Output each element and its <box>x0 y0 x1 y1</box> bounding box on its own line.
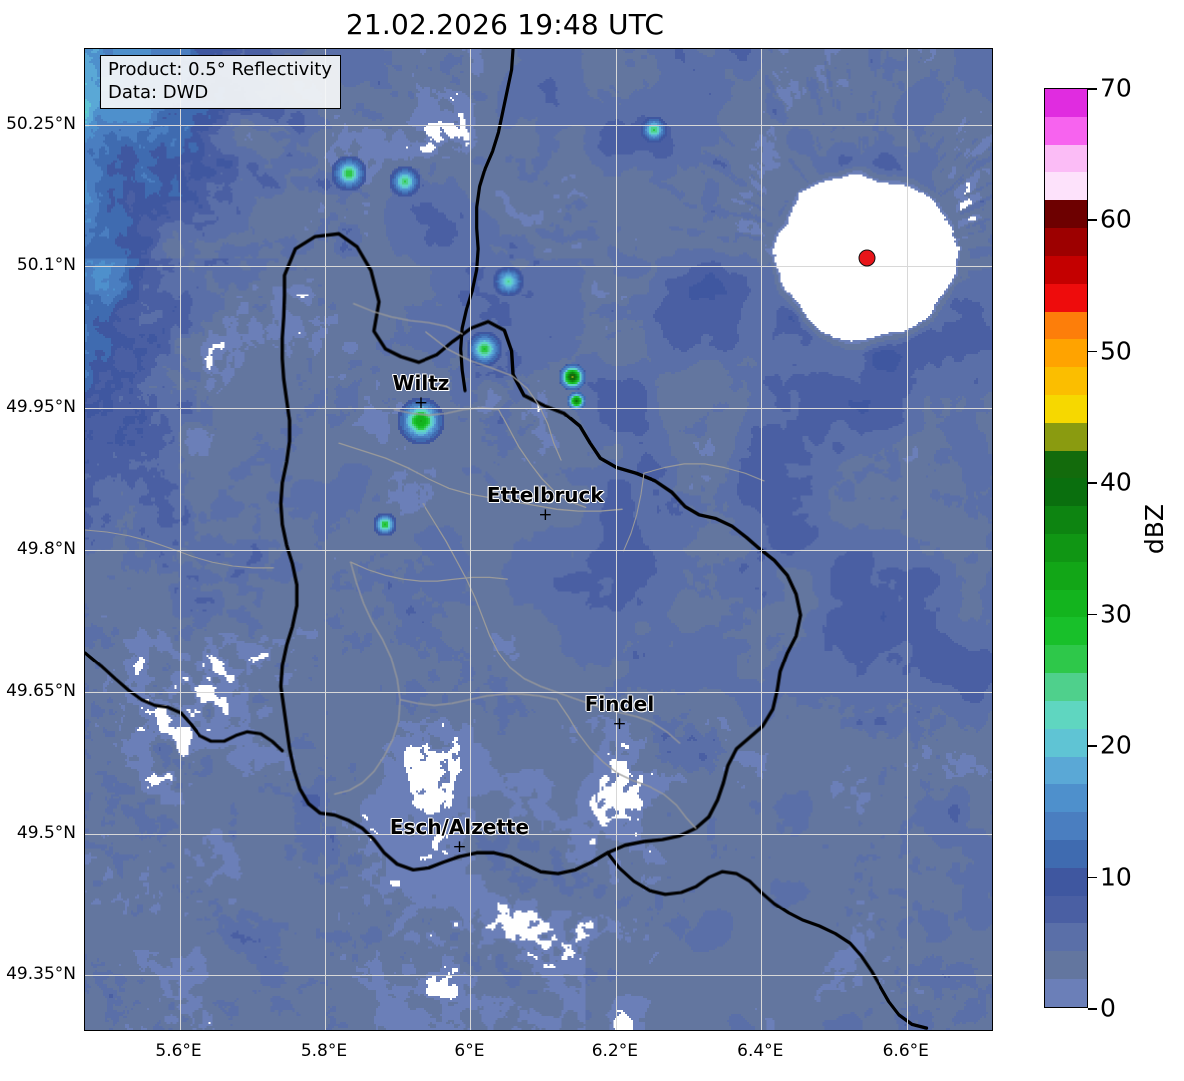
x-axis-tick-label: 6°E <box>454 1041 485 1061</box>
gridline-horizontal <box>85 266 992 268</box>
gridline-vertical <box>470 49 472 1030</box>
colorbar-band <box>1045 144 1087 173</box>
colorbar-band <box>1045 589 1087 618</box>
colorbar-band <box>1045 506 1087 534</box>
gridline-horizontal <box>85 691 992 693</box>
colorbar-band <box>1045 283 1087 312</box>
colorbar-tick-mark <box>1088 1008 1097 1010</box>
colorbar[interactable] <box>1044 88 1088 1008</box>
gridline-horizontal <box>85 549 992 551</box>
colorbar-band <box>1045 172 1087 201</box>
colorbar-tick-mark <box>1088 876 1097 879</box>
colorbar-tick-label: 10 <box>1100 862 1132 892</box>
colorbar-band <box>1045 200 1087 229</box>
gridline-vertical <box>324 49 326 1030</box>
colorbar-tick-label: 20 <box>1100 730 1132 760</box>
colorbar-tick-mark <box>1088 350 1097 353</box>
x-axis-tick-label: 6.4°E <box>737 1041 784 1061</box>
data-source-line: Data: DWD <box>108 81 209 103</box>
colorbar-tick-label: 30 <box>1100 599 1132 629</box>
colorbar-band <box>1045 228 1087 256</box>
colorbar-band <box>1045 311 1087 340</box>
colorbar-band <box>1045 617 1087 646</box>
figure-title: 21.02.2026 19:48 UTC <box>345 8 665 41</box>
x-axis-tick-label: 6.2°E <box>591 1041 638 1061</box>
map-borders-canvas <box>85 49 992 1030</box>
colorbar-band <box>1045 367 1087 395</box>
colorbar-tick-mark <box>1088 482 1097 484</box>
colorbar-band <box>1045 895 1087 924</box>
colorbar-band <box>1045 422 1087 451</box>
colorbar-band <box>1045 89 1087 117</box>
colorbar-band <box>1045 951 1087 979</box>
colorbar-band <box>1045 700 1087 729</box>
colorbar-axis-label: dBZ <box>1140 504 1169 555</box>
map-plot-area[interactable]: Wiltz + Ettelbruck + Findel + Esch/Alzette + Pr… <box>84 48 993 1031</box>
colorbar-tick-mark <box>1088 613 1097 616</box>
colorbar-band <box>1045 867 1087 896</box>
colorbar-tick-mark <box>1088 745 1097 747</box>
colorbar-tick-label: 60 <box>1100 204 1132 234</box>
colorbar-band <box>1045 116 1087 145</box>
colorbar-band <box>1045 923 1087 952</box>
colorbar-band <box>1045 478 1087 507</box>
colorbar-band <box>1045 979 1087 1007</box>
gridline-vertical <box>179 49 181 1030</box>
gridline-horizontal <box>85 975 992 977</box>
gridline-horizontal <box>85 408 992 410</box>
colorbar-tick-mark <box>1088 219 1097 222</box>
colorbar-band <box>1045 728 1087 757</box>
gridline-vertical <box>761 49 763 1030</box>
colorbar-band <box>1045 756 1087 785</box>
x-axis-tick-label: 5.6°E <box>155 1041 202 1061</box>
colorbar-band <box>1045 339 1087 368</box>
radar-raster-layer <box>85 49 992 1030</box>
radar-station-marker[interactable] <box>858 249 876 267</box>
colorbar-band <box>1045 534 1087 562</box>
colorbar-band <box>1045 673 1087 701</box>
product-line: Product: 0.5° Reflectivity <box>108 59 332 80</box>
gridline-horizontal <box>85 124 992 126</box>
colorbar-band <box>1045 561 1087 590</box>
gridline-horizontal <box>85 833 992 835</box>
colorbar-tick-mark <box>1088 88 1097 90</box>
gridline-vertical <box>906 49 908 1030</box>
colorbar-band <box>1045 394 1087 423</box>
colorbar-band <box>1045 839 1087 868</box>
colorbar-tick-label: 0 <box>1100 993 1116 1023</box>
colorbar-band <box>1045 812 1087 840</box>
colorbar-band <box>1045 784 1087 813</box>
colorbar-band <box>1045 255 1087 284</box>
x-axis-tick-label: 5.8°E <box>300 1041 348 1061</box>
x-axis-tick-label: 6.6°E <box>882 1041 929 1061</box>
colorbar-band <box>1045 450 1087 479</box>
colorbar-tick-label: 70 <box>1100 73 1132 103</box>
gridline-vertical <box>615 49 617 1030</box>
colorbar-tick-label: 50 <box>1100 336 1132 366</box>
colorbar-band <box>1045 645 1087 674</box>
colorbar-tick-label: 40 <box>1100 467 1132 497</box>
product-info-box: Product: 0.5° Reflectivity Data: DWD <box>100 55 341 109</box>
